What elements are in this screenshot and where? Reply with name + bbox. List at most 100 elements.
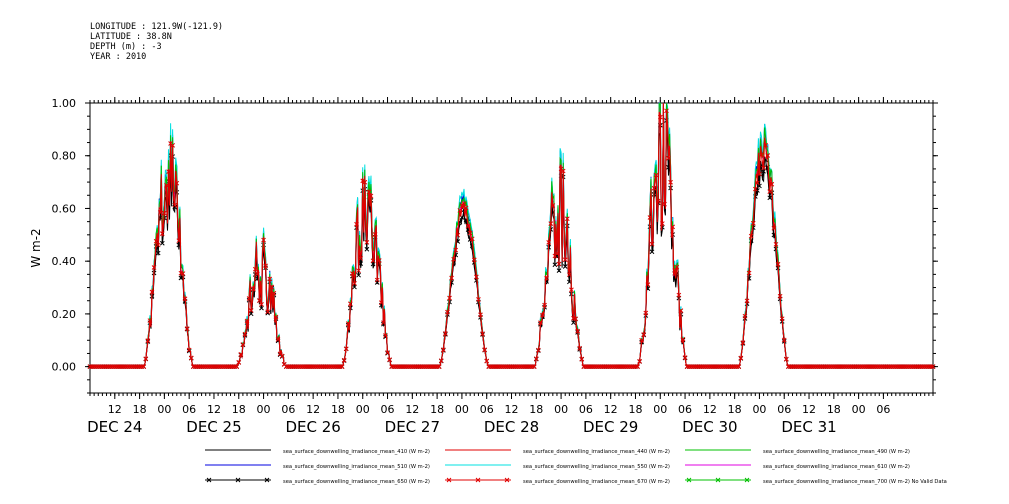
series-point	[157, 210, 163, 215]
x-day-label: DEC 24	[87, 418, 142, 436]
series-point	[279, 353, 285, 359]
series-point	[350, 271, 355, 276]
legend-label: sea_surface_downwelling_irradiance_mean_…	[283, 449, 430, 455]
x-day-label: DEC 30	[682, 418, 737, 436]
x-tick-label: 06	[281, 403, 295, 416]
series-point	[649, 241, 655, 247]
series-point	[341, 357, 347, 363]
series-point	[641, 332, 647, 337]
series-point	[164, 183, 169, 188]
series-point	[682, 355, 688, 360]
x-tick-label: 06	[876, 403, 890, 416]
series-point	[255, 271, 260, 277]
y-tick-label: 0.00	[52, 361, 77, 374]
series-point	[531, 364, 537, 369]
x-tick-label: 00	[653, 403, 667, 416]
series-point	[261, 237, 266, 243]
series-point	[662, 201, 667, 207]
series-8	[87, 103, 936, 369]
legend-label: sea_surface_downwelling_irradiance_mean_…	[523, 479, 670, 485]
x-day-label: DEC 28	[484, 418, 539, 436]
series-point	[763, 142, 768, 148]
series-point	[366, 189, 372, 195]
legend-marker	[264, 477, 270, 483]
series-point	[668, 179, 673, 185]
series-point	[250, 286, 256, 292]
series-point	[536, 347, 541, 353]
series-point	[362, 179, 368, 185]
series-point	[533, 356, 539, 362]
series-point	[443, 331, 448, 336]
series-point	[451, 256, 457, 262]
series-2	[90, 103, 933, 368]
series-point	[637, 359, 642, 364]
series-point	[552, 262, 558, 268]
series-point	[680, 336, 686, 342]
series-point	[569, 287, 574, 293]
x-tick-label: 06	[579, 403, 593, 416]
series-point	[358, 255, 364, 261]
x-tick-label: 06	[480, 403, 494, 416]
x-tick-label: 12	[108, 403, 122, 416]
series-point	[447, 295, 452, 301]
x-tick-label: 12	[207, 403, 221, 416]
series-4	[90, 102, 933, 368]
series-point	[372, 232, 378, 237]
series-point	[184, 326, 190, 331]
y-tick-label: 0.60	[52, 202, 77, 215]
series-point	[159, 231, 165, 236]
series-point	[643, 310, 649, 316]
series-point	[248, 308, 254, 313]
series-point	[761, 165, 766, 171]
series-point	[769, 181, 775, 187]
series-point	[579, 356, 585, 362]
x-tick-label: 06	[381, 403, 395, 416]
series-point	[180, 271, 186, 276]
legend-marker	[686, 477, 692, 483]
series-point	[461, 201, 467, 206]
x-tick-label: 00	[752, 403, 766, 416]
series-point	[746, 270, 752, 276]
series-point	[246, 296, 252, 301]
series-5	[90, 102, 933, 368]
series-line	[90, 102, 933, 368]
series-point	[242, 331, 248, 337]
series-point	[453, 247, 459, 253]
series-point	[478, 312, 483, 318]
series-point	[467, 230, 473, 236]
series-point	[575, 328, 580, 334]
y-axis-label: W m-2	[29, 228, 43, 267]
series-point	[482, 347, 487, 353]
series-point	[352, 281, 357, 286]
series-point	[676, 292, 682, 298]
series-point	[240, 342, 246, 347]
x-tick-label: 06	[777, 403, 791, 416]
series-point	[145, 338, 151, 343]
series-point	[651, 185, 657, 191]
series-point	[744, 298, 750, 304]
series-point	[259, 301, 264, 307]
series-point	[562, 257, 568, 263]
x-tick-label: 00	[356, 403, 370, 416]
x-tick-label: 18	[529, 403, 543, 416]
series-point	[186, 347, 192, 353]
x-tick-label: 18	[133, 403, 147, 416]
legend-marker	[235, 477, 241, 483]
y-tick-label: 0.40	[52, 255, 77, 268]
series-point	[436, 364, 442, 369]
series-point	[159, 240, 165, 246]
series-point	[347, 301, 353, 307]
series-point	[639, 337, 645, 343]
series-line	[90, 105, 933, 368]
series-point	[188, 355, 194, 361]
series-point	[469, 236, 475, 242]
series-point	[174, 180, 180, 186]
series-point	[757, 171, 762, 177]
x-tick-label: 00	[257, 403, 271, 416]
x-day-label: DEC 25	[186, 418, 241, 436]
series-point	[259, 305, 264, 311]
series-line	[90, 103, 933, 368]
axes: 0.00 0.20 0.40 0.60 0.80 1.00 12 18 00 06 12 18 00 06…	[52, 97, 938, 436]
series-point	[368, 193, 374, 199]
series-point	[647, 215, 653, 220]
